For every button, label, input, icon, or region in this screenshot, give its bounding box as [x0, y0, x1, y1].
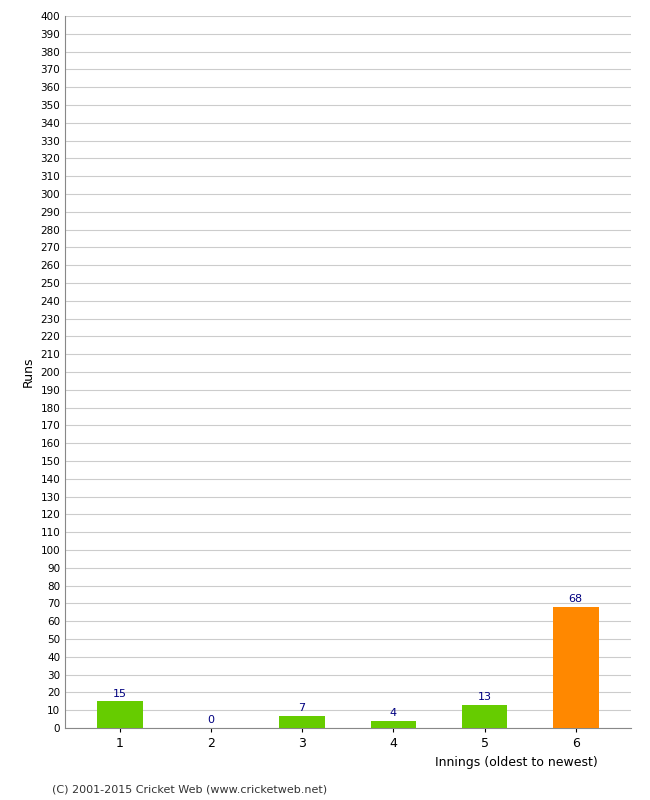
- Bar: [370, 721, 416, 728]
- Text: 0: 0: [207, 715, 214, 726]
- Text: 7: 7: [298, 703, 306, 713]
- Bar: [553, 607, 599, 728]
- Text: (C) 2001-2015 Cricket Web (www.cricketweb.net): (C) 2001-2015 Cricket Web (www.cricketwe…: [52, 784, 327, 794]
- Y-axis label: Runs: Runs: [22, 357, 35, 387]
- Text: 15: 15: [112, 689, 127, 698]
- Bar: [462, 705, 508, 728]
- Bar: [280, 715, 325, 728]
- Text: 4: 4: [390, 708, 397, 718]
- Text: 68: 68: [569, 594, 583, 604]
- Bar: [97, 702, 142, 728]
- Text: Innings (oldest to newest): Innings (oldest to newest): [436, 756, 598, 769]
- Text: 13: 13: [478, 692, 491, 702]
